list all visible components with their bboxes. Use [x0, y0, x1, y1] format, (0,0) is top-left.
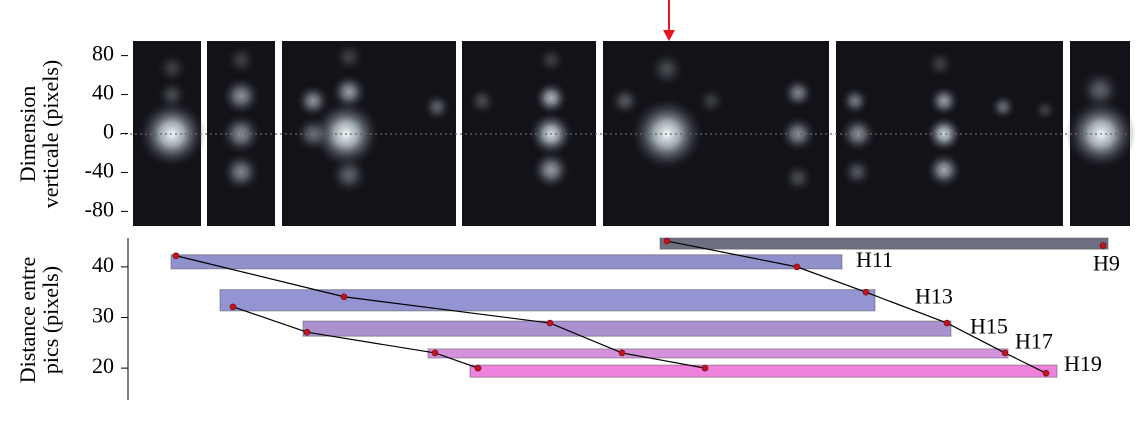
bar-label: H9	[1093, 251, 1120, 276]
spot	[531, 150, 571, 190]
spot	[294, 115, 332, 153]
range-bar	[659, 237, 1109, 250]
y-tick-label: -80	[85, 196, 114, 221]
spot	[422, 92, 452, 122]
range-bar	[427, 348, 1009, 359]
spot	[296, 84, 330, 118]
spot	[467, 86, 497, 116]
y-tick-label: 80	[92, 41, 114, 66]
peak-point	[1042, 369, 1050, 377]
y-axis-label: verticale (pixels)	[38, 60, 63, 208]
spot	[156, 79, 188, 111]
spot	[840, 86, 870, 116]
peak-point	[862, 288, 870, 296]
bar-label: H13	[915, 283, 953, 308]
chain-line	[666, 240, 1047, 374]
spot	[225, 44, 257, 76]
range-bar	[170, 254, 843, 270]
peak-point	[172, 252, 180, 260]
spot	[1079, 69, 1121, 111]
y-axis-label: Distance entre	[15, 257, 40, 383]
peak-point	[1001, 349, 1009, 357]
peak-point	[474, 364, 482, 372]
y-tick-label: 0	[103, 119, 114, 144]
red-arrow	[663, 0, 675, 41]
spot	[925, 151, 963, 189]
peak-point	[340, 293, 348, 301]
spot	[534, 81, 568, 115]
spot	[648, 50, 686, 88]
bar-label: H11	[856, 247, 893, 272]
spot	[536, 45, 566, 75]
spot	[839, 115, 877, 153]
spot	[990, 94, 1016, 120]
y-axis-label: pics (pixels)	[38, 266, 63, 374]
chain-line	[232, 306, 479, 369]
y-axis-label: Dimension	[15, 86, 40, 183]
spot	[1033, 98, 1057, 122]
peak-point	[431, 349, 439, 357]
spot	[925, 49, 955, 79]
peak-point	[943, 319, 951, 327]
peak-point	[618, 349, 626, 357]
spot	[779, 115, 817, 153]
peak-point	[793, 263, 801, 271]
y-tick-label: -40	[85, 157, 114, 182]
spot	[782, 77, 814, 109]
peak-point	[546, 319, 554, 327]
spot	[609, 85, 641, 117]
spot	[156, 52, 188, 84]
y-tick-label: 40	[92, 252, 114, 277]
range-bar	[302, 320, 952, 337]
spot	[782, 162, 814, 194]
bar-label: H19	[1064, 351, 1102, 376]
peak-point	[701, 364, 709, 372]
peak-point	[229, 303, 237, 311]
spot	[925, 115, 963, 153]
y-tick-label: 20	[92, 353, 114, 378]
peak-point	[663, 237, 671, 245]
bar-label: H15	[970, 314, 1008, 339]
range-bar	[469, 364, 1058, 378]
spot	[333, 41, 365, 73]
spot	[221, 76, 261, 116]
peak-point	[1099, 242, 1107, 249]
spot	[928, 85, 960, 117]
peak-point	[303, 328, 311, 336]
spot	[221, 152, 261, 192]
spot	[696, 86, 726, 116]
spot	[841, 156, 873, 188]
spot	[329, 155, 369, 195]
y-tick-label: 40	[92, 80, 114, 105]
range-bar	[219, 289, 876, 312]
y-tick-label: 30	[92, 303, 114, 328]
bar-label: H17	[1015, 328, 1053, 353]
